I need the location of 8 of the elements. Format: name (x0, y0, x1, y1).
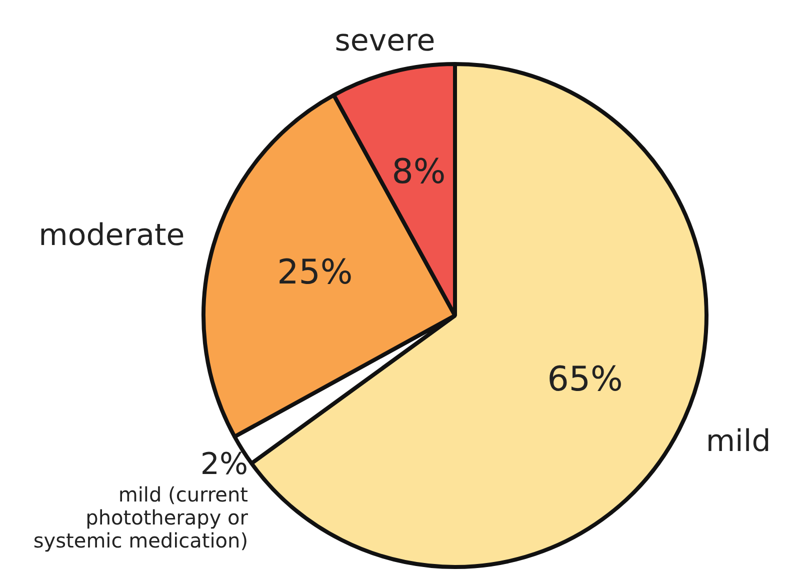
data-label: 2% (200, 447, 248, 482)
slice-label: mild (current phototherapy or systemic medication) (33, 482, 249, 553)
data-label: 8% (392, 152, 446, 192)
slice-label: mild (706, 424, 771, 460)
data-label: 65% (547, 360, 623, 400)
slice-label: moderate (38, 218, 185, 253)
slice-label: severe (334, 24, 436, 59)
data-label: 25% (277, 252, 353, 293)
